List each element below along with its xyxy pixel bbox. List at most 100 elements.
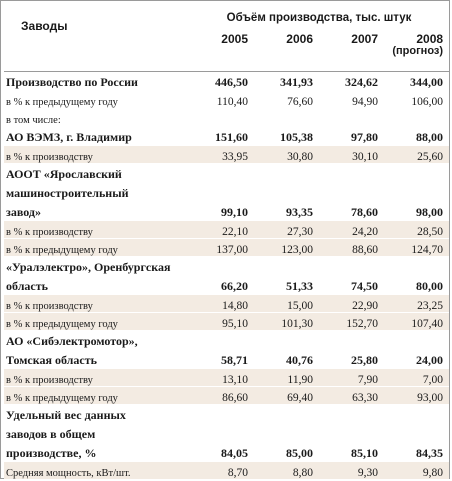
cell-value: 40,76: [254, 349, 319, 369]
cell-value: 8,80: [254, 461, 319, 480]
forecast-note: (прогноз): [392, 45, 444, 57]
cell-value: 101,30: [254, 312, 319, 331]
cell-value: 88,60: [319, 238, 384, 257]
table-row: в % к производству 14,80 15,00 22,90 23,…: [4, 294, 450, 313]
cell-value: [254, 330, 319, 350]
row-label: в % к предыдущему году: [4, 312, 189, 331]
cell-value: [189, 163, 254, 183]
cell-value: [319, 330, 384, 350]
cell-value: 14,80: [189, 294, 254, 313]
cell-value: 9,30: [319, 461, 384, 480]
table-row: Средняя мощность, кВт/шт. 8,70 8,80 9,30…: [4, 461, 450, 480]
row-label: в % к производству: [4, 220, 189, 239]
cell-value: [319, 404, 384, 424]
cell-value: 24,20: [319, 220, 384, 239]
year-header: 2006: [286, 32, 313, 46]
cell-value: 30,10: [319, 145, 384, 164]
table-row: машиностроительный: [4, 182, 450, 202]
year-header: 2007: [351, 32, 378, 46]
cell-value: 24,00: [384, 349, 450, 369]
cell-value: [384, 404, 450, 424]
cell-value: 28,50: [384, 220, 450, 239]
cell-value: 69,40: [254, 386, 319, 405]
row-label: Средняя мощность, кВт/шт.: [4, 461, 189, 480]
cell-value: [254, 163, 319, 183]
cell-value: 324,62: [319, 71, 384, 91]
cell-value: 11,90: [254, 368, 319, 387]
row-label: АО «Сибэлектромотор»,: [4, 330, 189, 350]
cell-value: [384, 330, 450, 350]
cell-value: [189, 404, 254, 424]
table-row: в % к предыдущему году 95,10 101,30 152,…: [4, 312, 450, 331]
cell-value: 97,80: [319, 126, 384, 146]
cell-value: 80,00: [384, 275, 450, 295]
cell-value: 95,10: [189, 312, 254, 331]
header-group-row: Заводы Объём производства, тыс. штук: [4, 1, 449, 33]
table-row: в % к предыдущему году 137,00 123,00 88,…: [4, 238, 450, 257]
cell-value: 86,60: [189, 386, 254, 405]
cell-value: [189, 182, 254, 202]
row-label: в % к производству: [4, 294, 189, 313]
row-label: машиностроительный: [4, 182, 189, 202]
volume-header: Объём производства, тыс. штук: [226, 12, 412, 24]
cell-value: 93,00: [384, 386, 450, 405]
cell-value: [254, 182, 319, 202]
cell-value: 152,70: [319, 312, 384, 331]
cell-value: [384, 256, 450, 276]
cell-value: 13,10: [189, 368, 254, 387]
cell-value: [384, 182, 450, 202]
row-label: в % к предыдущему году: [4, 386, 189, 405]
cell-value: 98,00: [384, 201, 450, 221]
row-label: в % к производству: [4, 368, 189, 387]
cell-value: 22,10: [189, 220, 254, 239]
cell-value: 151,60: [189, 126, 254, 146]
cell-value: 8,70: [189, 461, 254, 480]
cell-value: [254, 108, 319, 127]
table-row: Удельный вес данных: [4, 404, 450, 424]
cell-value: 124,70: [384, 238, 450, 257]
row-label: АО ВЭМЗ, г. Владимир: [4, 126, 189, 146]
cell-value: [254, 404, 319, 424]
table-row: область 66,20 51,33 74,50 80,00: [4, 275, 450, 295]
cell-value: 99,10: [189, 201, 254, 221]
table-row: заводов в общем: [4, 423, 450, 443]
row-label: «Уралэлектро», Оренбургская: [4, 256, 189, 276]
table-row: АООТ «Ярославский: [4, 163, 450, 183]
row-label: АООТ «Ярославский: [4, 163, 189, 183]
cell-value: 23,25: [384, 294, 450, 313]
cell-value: 74,50: [319, 275, 384, 295]
cell-value: 341,93: [254, 71, 319, 91]
cell-value: 110,40: [189, 90, 254, 109]
cell-value: [319, 108, 384, 127]
cell-value: 15,00: [254, 294, 319, 313]
cell-value: 88,00: [384, 126, 450, 146]
cell-value: 58,71: [189, 349, 254, 369]
cell-value: 106,00: [384, 90, 450, 109]
row-label: область: [4, 275, 189, 295]
table-row: в % к производству 13,10 11,90 7,90 7,00: [4, 368, 450, 387]
cell-value: [319, 423, 384, 443]
table-row: в % к производству 22,10 27,30 24,20 28,…: [4, 220, 450, 239]
cell-value: [254, 256, 319, 276]
cell-value: [254, 423, 319, 443]
cell-value: [189, 330, 254, 350]
cell-value: 107,40: [384, 312, 450, 331]
year-header: 2008 (прогноз): [384, 24, 449, 72]
table-row: Производство по России 446,50 341,93 324…: [4, 71, 450, 91]
cell-value: [319, 256, 384, 276]
production-table: Заводы Объём производства, тыс. штук 200…: [4, 1, 450, 480]
cell-value: 7,00: [384, 368, 450, 387]
table-row: в % к предыдущему году 86,60 69,40 63,30…: [4, 386, 450, 405]
table-row: АО ВЭМЗ, г. Владимир 151,60 105,38 97,80…: [4, 126, 450, 146]
cell-value: 66,20: [189, 275, 254, 295]
cell-value: 93,35: [254, 201, 319, 221]
cell-value: 27,30: [254, 220, 319, 239]
table-row: в том числе:: [4, 108, 450, 127]
table-row: завод» 99,10 93,35 78,60 98,00: [4, 201, 450, 221]
cell-value: 9,80: [384, 461, 450, 480]
cell-value: 85,10: [319, 442, 384, 462]
cell-value: 123,00: [254, 238, 319, 257]
cell-value: 76,60: [254, 90, 319, 109]
row-label: Производство по России: [4, 71, 189, 91]
cell-value: [319, 182, 384, 202]
